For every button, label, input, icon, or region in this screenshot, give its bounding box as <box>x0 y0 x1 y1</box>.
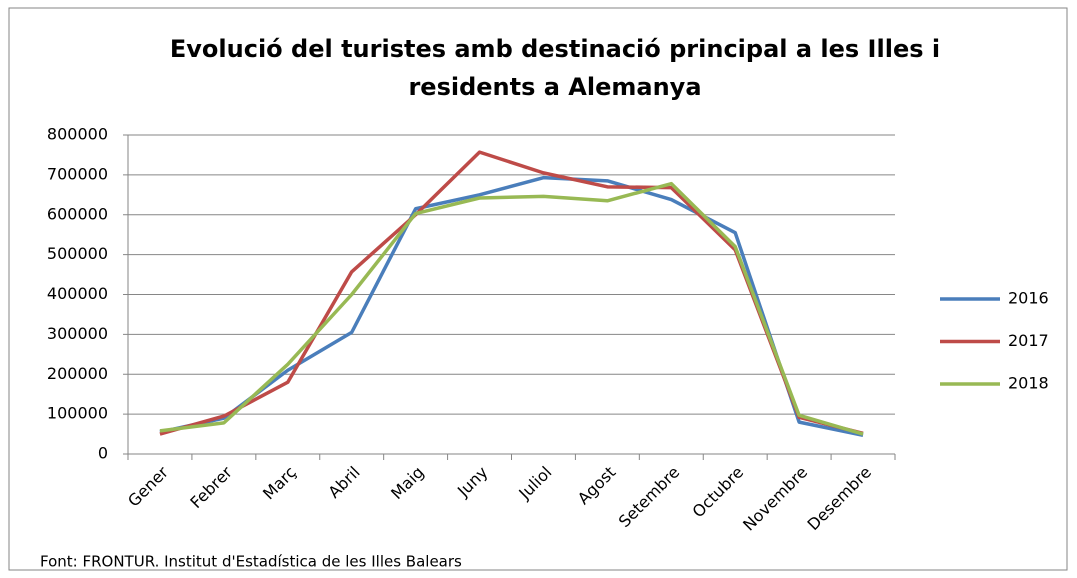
y-tick-label: 300000 <box>47 324 108 343</box>
y-tick-label: 800000 <box>47 125 108 144</box>
chart-frame <box>8 7 1068 571</box>
series-line <box>159 175 864 437</box>
y-tick-label: 0 <box>98 444 108 463</box>
y-tick-label: 700000 <box>47 164 108 183</box>
y-tick-label: 500000 <box>47 244 108 263</box>
y-tick-label: 600000 <box>47 204 108 223</box>
y-tick-label: 100000 <box>47 404 108 423</box>
y-tick-label: 200000 <box>47 364 108 383</box>
legend-label: 2018 <box>1008 374 1049 393</box>
source-note: Font: FRONTUR. Institut d'Estadística de… <box>40 553 462 571</box>
legend-label: 2016 <box>1008 289 1049 308</box>
series-line <box>159 181 864 436</box>
chart-title-line-1: Evolució del turistes amb destinació pri… <box>170 35 940 101</box>
legend-label: 2017 <box>1008 331 1049 350</box>
y-tick-label: 400000 <box>47 284 108 303</box>
